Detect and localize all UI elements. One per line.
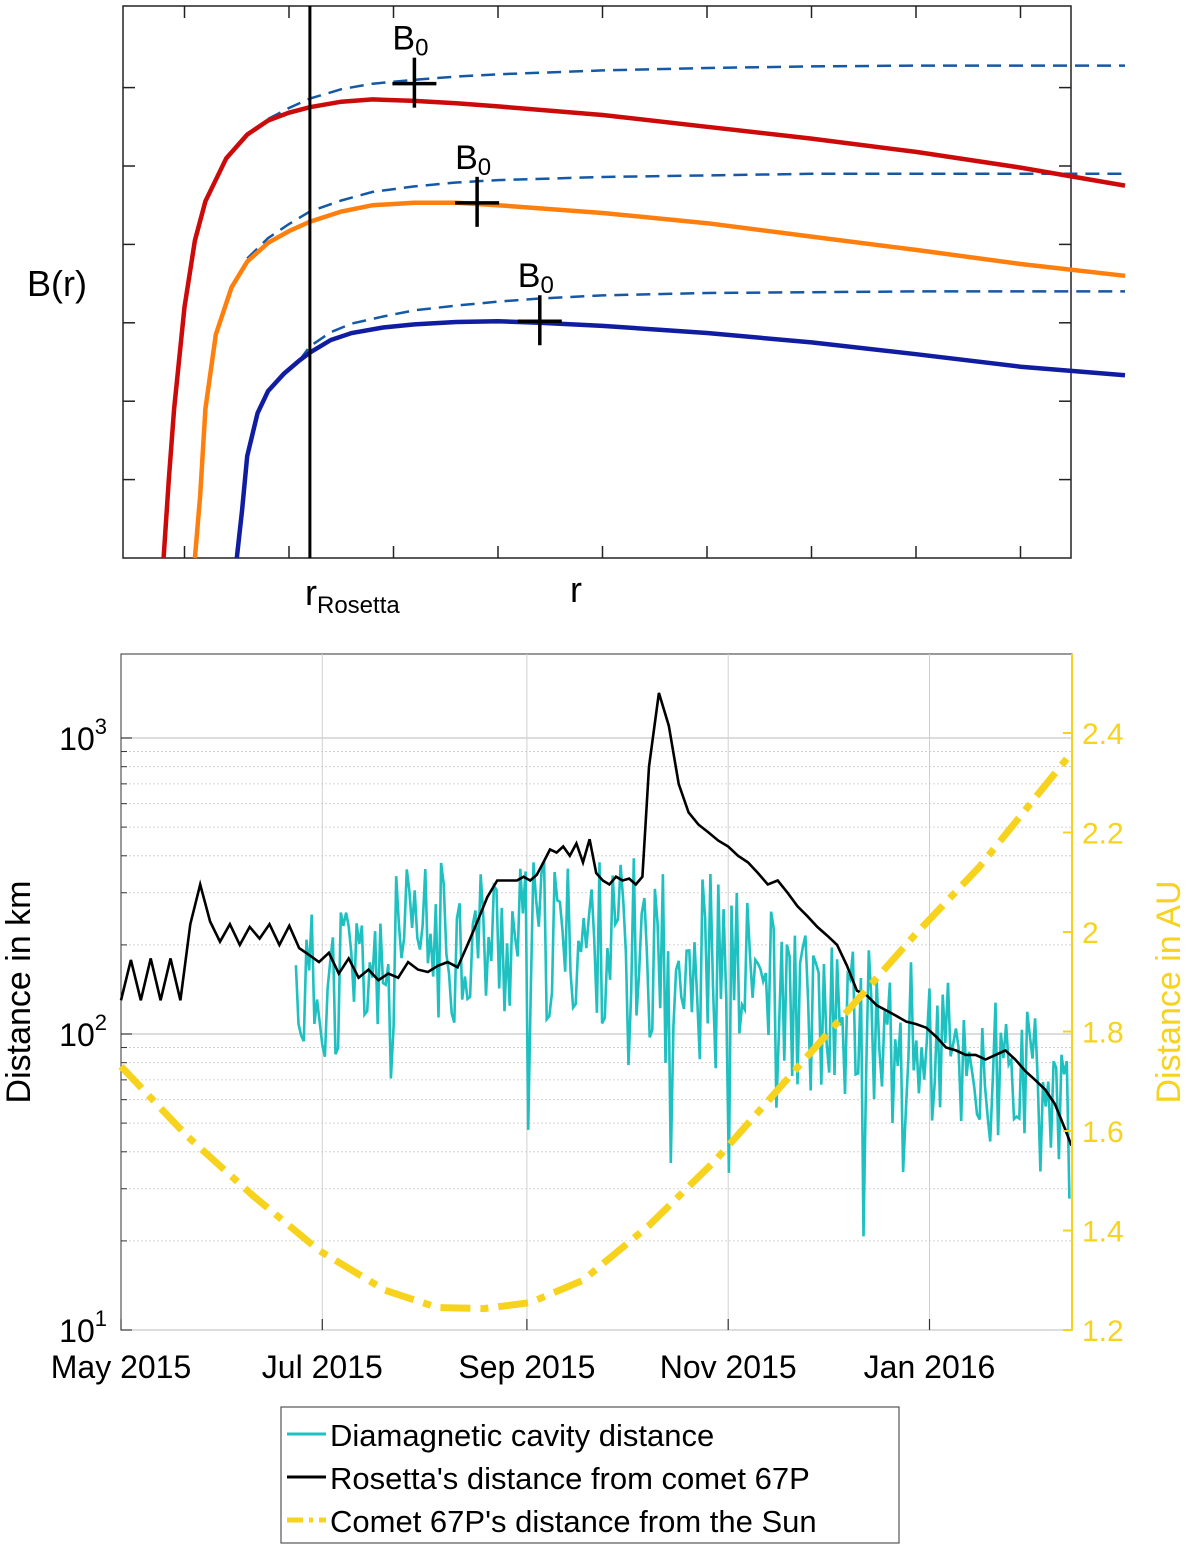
y2tick-label: 2 xyxy=(1082,917,1099,950)
dashed-curve-navy xyxy=(298,290,1125,362)
y2tick-label: 2.4 xyxy=(1082,718,1124,751)
bottom-ticks: 101 102 103 May 2015 Jul 2015 Sep 2015 Nov 201… xyxy=(51,714,1124,1385)
xtick-label: Nov 2015 xyxy=(660,1349,797,1385)
legend-label-cavity: Diamagnetic cavity distance xyxy=(330,1418,714,1453)
bottom-panel: 101 102 103 May 2015 Jul 2015 Sep 2015 Nov 201… xyxy=(0,653,1188,1385)
rosetta-distance-line xyxy=(119,692,1073,1146)
top-xlabel: r xyxy=(570,569,582,610)
field-curve-orange xyxy=(192,200,1126,559)
y2tick-label: 1.4 xyxy=(1082,1216,1124,1249)
legend-label-rosetta: Rosetta's distance from comet 67P xyxy=(330,1461,810,1496)
peak-label-navy: B0 xyxy=(518,257,554,299)
cavity-distance-line xyxy=(294,858,1071,1237)
xtick-label: Sep 2015 xyxy=(458,1349,595,1385)
xtick-label: Jul 2015 xyxy=(262,1349,383,1385)
y2tick-label: 1.8 xyxy=(1082,1017,1124,1050)
y2tick-label: 1.6 xyxy=(1082,1116,1124,1149)
peak-label-red: B0 xyxy=(392,20,428,62)
top-peak-markers: B0 B0 B0 xyxy=(392,20,562,346)
bottom-ylabel: Distance in km xyxy=(0,881,38,1104)
top-plot-frame xyxy=(122,5,1072,559)
bottom-y2label: Distance in AU xyxy=(1150,881,1188,1104)
top-dashed-curves xyxy=(246,64,1125,362)
top-ticks xyxy=(123,6,1071,558)
bottom-series xyxy=(118,692,1075,1313)
ytick-label: 101 xyxy=(59,1306,107,1349)
y2tick-label: 1.2 xyxy=(1082,1315,1124,1348)
xtick-label: Jan 2016 xyxy=(864,1349,996,1385)
top-field-curves xyxy=(161,97,1126,559)
rosetta-label: rRosetta xyxy=(305,572,400,619)
top-panel: B0 B0 B0 B(r) r rRosetta xyxy=(27,5,1126,619)
ytick-label: 103 xyxy=(59,714,107,757)
ytick-label: 102 xyxy=(59,1010,107,1053)
field-curve-navy xyxy=(234,318,1126,559)
field-curve-red xyxy=(161,97,1126,559)
top-ylabel: B(r) xyxy=(27,263,87,304)
y2tick-label: 2.2 xyxy=(1082,818,1124,851)
legend-label-sun: Comet 67P's distance from the Sun xyxy=(330,1504,817,1539)
dashed-curve-red xyxy=(267,64,1125,121)
peak-label-orange: B0 xyxy=(455,139,491,181)
sun-distance-line xyxy=(118,750,1075,1313)
xtick-label: May 2015 xyxy=(51,1349,192,1385)
legend-box xyxy=(280,1406,900,1544)
legend: Diamagnetic cavity distance Rosetta's di… xyxy=(280,1406,900,1544)
dashed-curve-orange xyxy=(246,172,1125,260)
